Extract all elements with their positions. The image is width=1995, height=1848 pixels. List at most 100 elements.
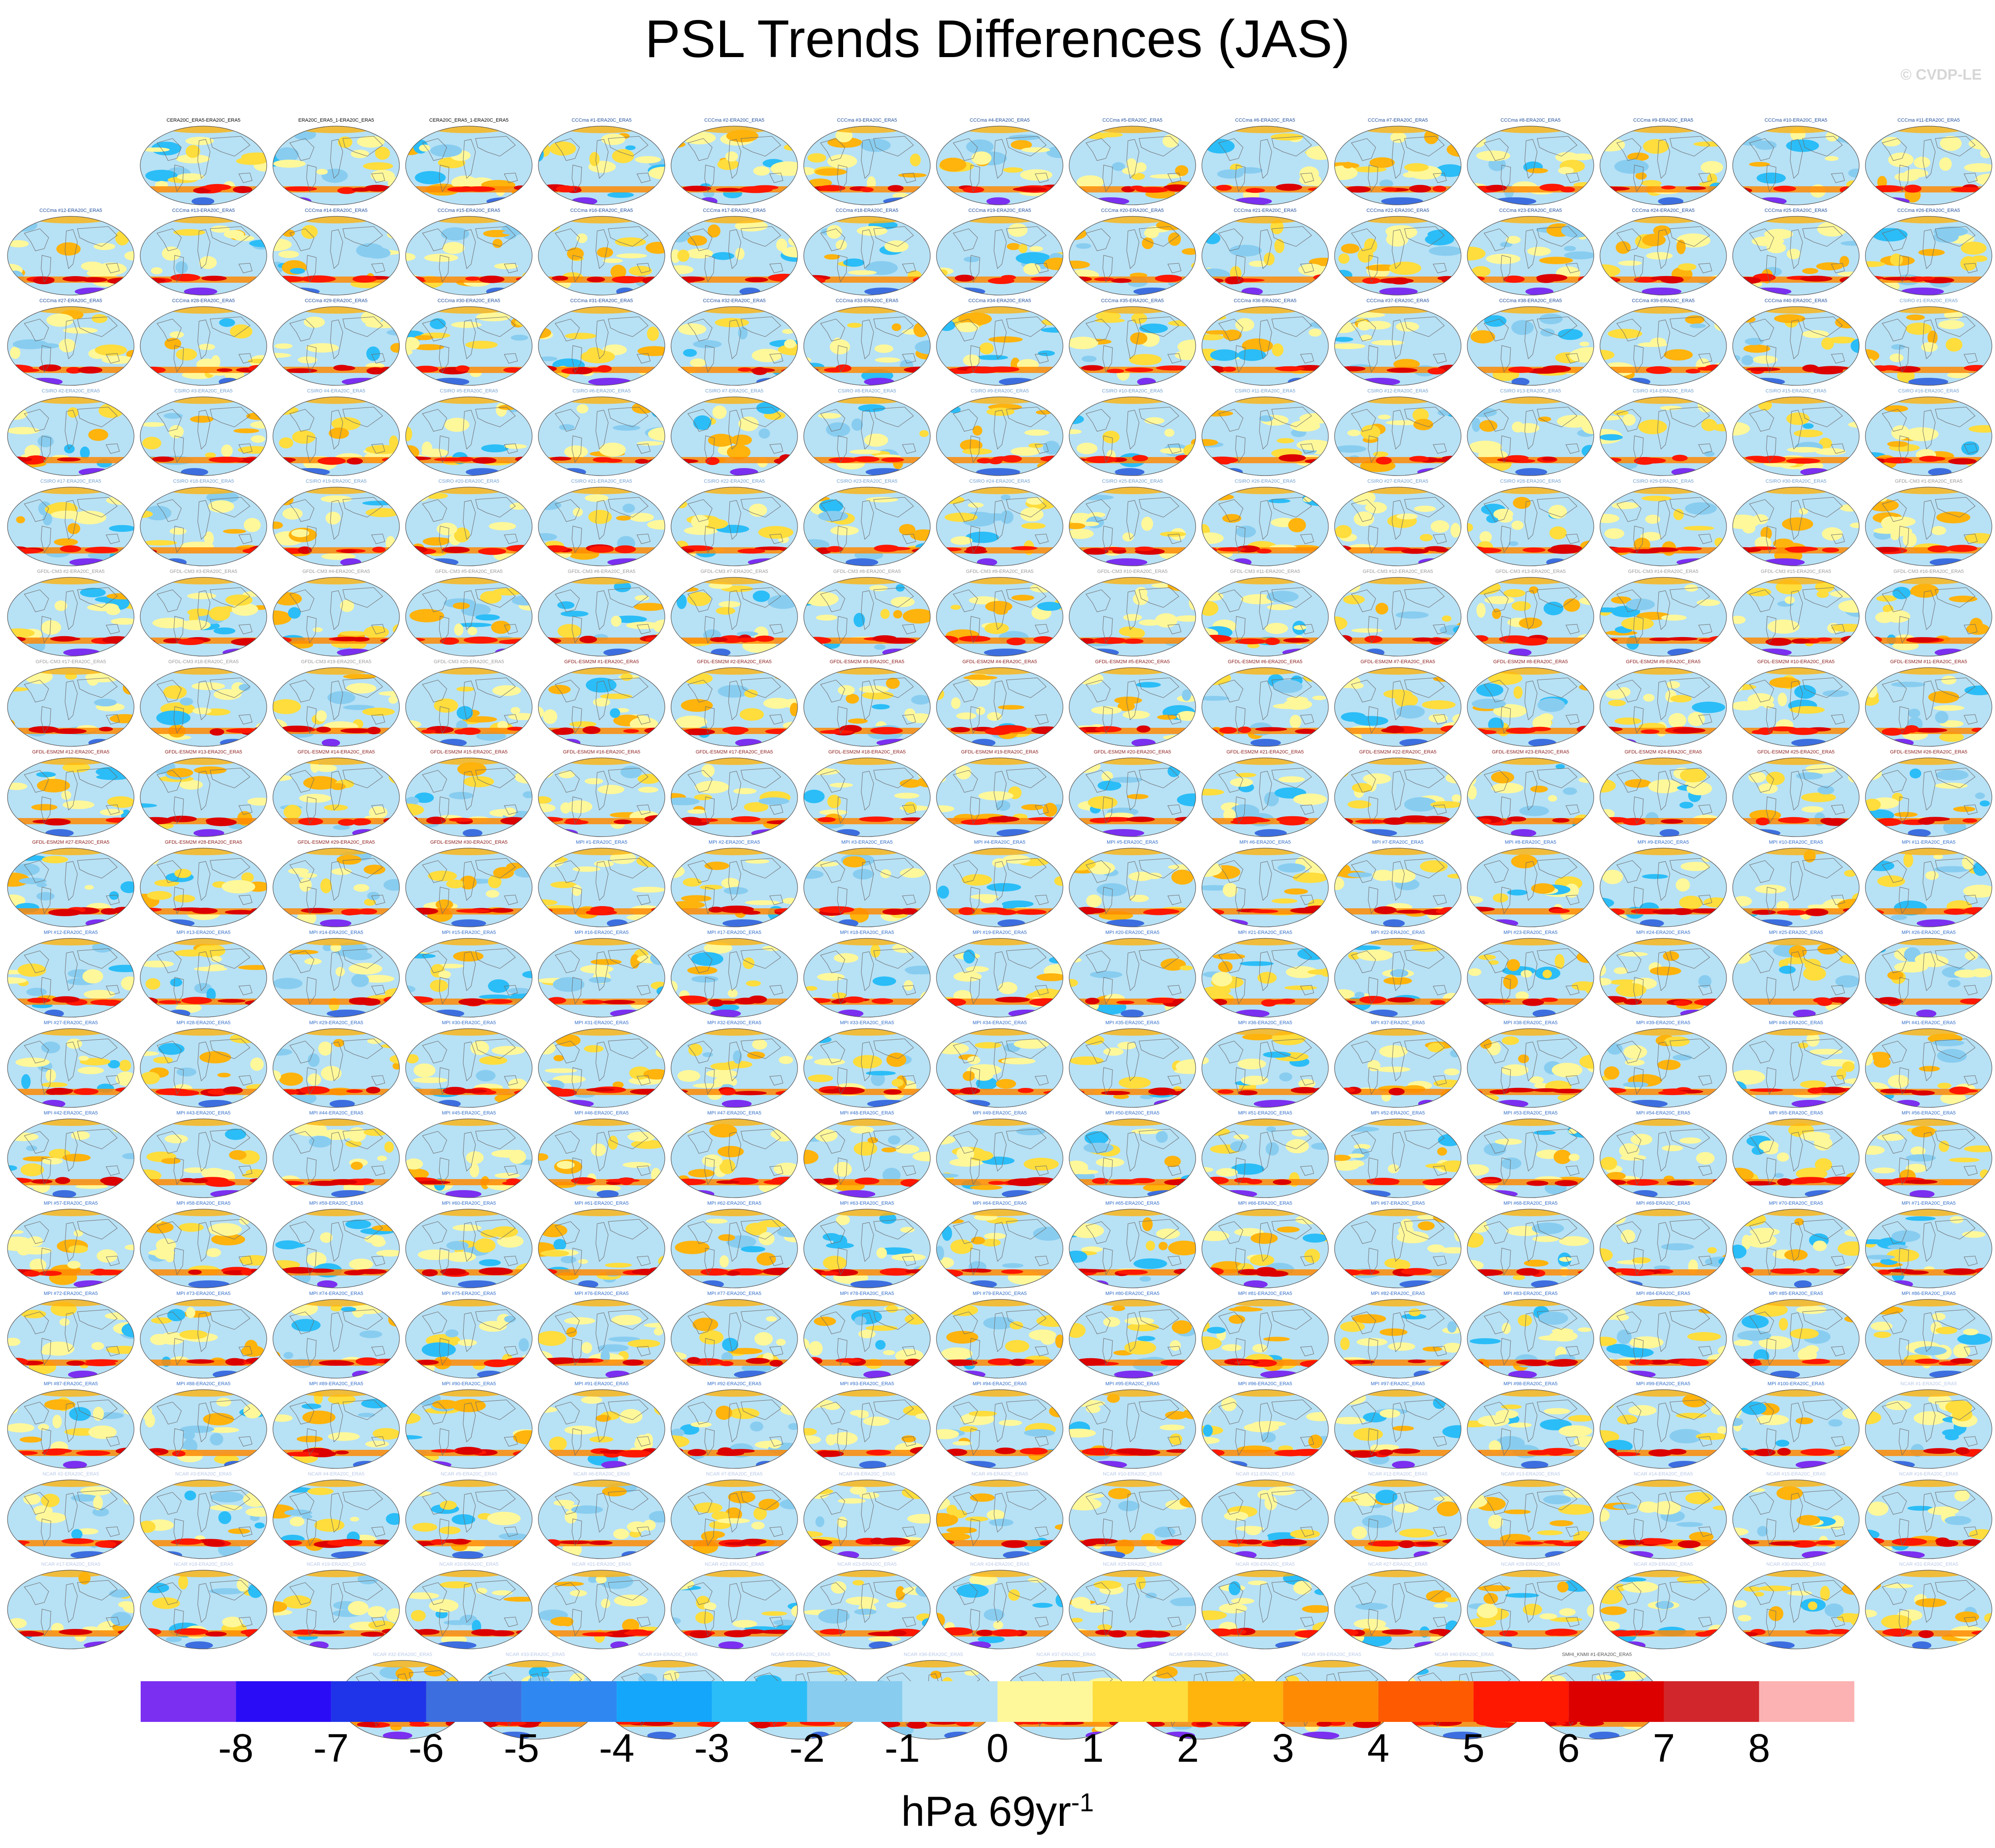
trend-map — [405, 306, 533, 386]
panel-label: MPI #36-ERA20C_ERA5 — [1238, 1020, 1293, 1026]
map-panel: MPI #23-ERA20C_ERA5 — [1466, 930, 1595, 1018]
trend-map — [1467, 1028, 1594, 1108]
panel-label: MPI #84-ERA20C_ERA5 — [1636, 1291, 1691, 1296]
trend-map — [803, 577, 931, 657]
colorbar-box — [1188, 1681, 1283, 1722]
panel-label: MPI #92-ERA20C_ERA5 — [707, 1381, 762, 1387]
map-panel: GFDL-CM3 #16-ERA20C_ERA5 — [1865, 569, 1993, 657]
panel-label: NCAR #37-ERA20C_ERA5 — [1036, 1652, 1096, 1657]
trend-map — [1865, 1299, 1992, 1379]
map-panel: CSIRO #23-ERA20C_ERA5 — [803, 478, 931, 567]
panel-label: CCCma #16-ERA20C_ERA5 — [570, 208, 633, 213]
map-panel: GFDL-CM3 #8-ERA20C_ERA5 — [803, 569, 931, 657]
map-panel: NCAR #23-ERA20C_ERA5 — [803, 1561, 931, 1650]
panel-label: CCCma #15-ERA20C_ERA5 — [437, 208, 500, 213]
panel-label: MPI #58-ERA20C_ERA5 — [176, 1201, 231, 1206]
panel-label: MPI #6-ERA20C_ERA5 — [1239, 840, 1291, 845]
panel-label: NCAR #8-ERA20C_ERA5 — [839, 1471, 895, 1477]
panel-label: NCAR #39-ERA20C_ERA5 — [1302, 1652, 1361, 1657]
map-panel: MPI #78-ERA20C_ERA5 — [803, 1291, 931, 1379]
map-panel: CCCma #12-ERA20C_ERA5 — [7, 207, 135, 296]
panel-label: GFDL-ESM2M #7-ERA20C_ERA5 — [1360, 659, 1435, 665]
trend-map — [1467, 938, 1594, 1018]
trend-map — [936, 667, 1063, 747]
colorbar-box — [141, 1681, 236, 1722]
map-panel: NCAR #30-ERA20C_ERA5 — [1732, 1561, 1860, 1650]
map-panel: MPI #100-ERA20C_ERA5 — [1732, 1381, 1860, 1469]
map-panel: CCCma #21-ERA20C_ERA5 — [1201, 207, 1329, 296]
panel-label: GFDL-ESM2M #27-ERA20C_ERA5 — [32, 840, 110, 845]
trend-map — [1467, 396, 1594, 476]
panel-label: CCCma #19-ERA20C_ERA5 — [968, 208, 1031, 213]
map-panel: NCAR #16-ERA20C_ERA5 — [1865, 1471, 1993, 1560]
map-panel: GFDL-ESM2M #14-ERA20C_ERA5 — [272, 749, 400, 838]
trend-map — [1334, 757, 1462, 837]
map-panel: NCAR #13-ERA20C_ERA5 — [1466, 1471, 1595, 1560]
panel-label: CSIRO #6-ERA20C_ERA5 — [572, 388, 631, 394]
panel-label: CCCma #33-ERA20C_ERA5 — [836, 298, 898, 304]
panel-label: MPI #64-ERA20C_ERA5 — [972, 1201, 1027, 1206]
trend-map — [538, 126, 665, 205]
trend-map — [1201, 216, 1329, 296]
trend-map — [1334, 126, 1462, 205]
trend-map — [1600, 757, 1727, 837]
trend-map — [272, 1299, 400, 1379]
trend-map — [1865, 1570, 1992, 1649]
panel-label: MPI #96-ERA20C_ERA5 — [1238, 1381, 1293, 1387]
trend-map — [936, 1209, 1063, 1288]
panel-label: MPI #50-ERA20C_ERA5 — [1105, 1110, 1160, 1116]
panel-label: CSIRO #3-ERA20C_ERA5 — [174, 388, 233, 394]
panel-label: MPI #90-ERA20C_ERA5 — [441, 1381, 496, 1387]
map-panel: MPI #66-ERA20C_ERA5 — [1201, 1200, 1329, 1289]
trend-map — [671, 1028, 798, 1108]
panel-label: MPI #34-ERA20C_ERA5 — [972, 1020, 1027, 1026]
panel-label: MPI #2-ERA20C_ERA5 — [708, 840, 760, 845]
panel-label: MPI #24-ERA20C_ERA5 — [1636, 930, 1691, 935]
map-panel: CSIRO #29-ERA20C_ERA5 — [1599, 478, 1727, 567]
panel-label: MPI #74-ERA20C_ERA5 — [309, 1291, 364, 1296]
trend-map — [272, 938, 400, 1018]
panel-label: CERA20C_ERA5-ERA20C_ERA5 — [166, 118, 241, 123]
panel-label: NCAR #21-ERA20C_ERA5 — [572, 1562, 631, 1567]
panel-label: MPI #71-ERA20C_ERA5 — [1901, 1201, 1956, 1206]
panel-label: NCAR #22-ERA20C_ERA5 — [705, 1562, 764, 1567]
trend-map — [538, 848, 665, 927]
map-panel: CSIRO #21-ERA20C_ERA5 — [537, 478, 666, 567]
panel-label: GFDL-CM3 #10-ERA20C_ERA5 — [1097, 569, 1168, 574]
panel-label: MPI #56-ERA20C_ERA5 — [1901, 1110, 1956, 1116]
trend-map — [1732, 126, 1860, 205]
panel-label: GFDL-CM3 #1-ERA20C_ERA5 — [1895, 479, 1963, 484]
map-panel: MPI #17-ERA20C_ERA5 — [670, 930, 798, 1018]
trend-map — [1732, 396, 1860, 476]
map-panel: MPI #82-ERA20C_ERA5 — [1334, 1291, 1462, 1379]
trend-map — [1732, 1118, 1860, 1198]
trend-map — [1600, 1209, 1727, 1288]
panel-label: CSIRO #9-ERA20C_ERA5 — [971, 388, 1029, 394]
map-panel: MPI #97-ERA20C_ERA5 — [1334, 1381, 1462, 1469]
map-panel: MPI #49-ERA20C_ERA5 — [936, 1110, 1064, 1199]
trend-map — [1069, 757, 1196, 837]
map-panel: NCAR #3-ERA20C_ERA5 — [139, 1471, 268, 1560]
panel-label: MPI #63-ERA20C_ERA5 — [840, 1201, 894, 1206]
map-panel: CSIRO #26-ERA20C_ERA5 — [1201, 478, 1329, 567]
trend-map — [936, 216, 1063, 296]
trend-map — [405, 1389, 533, 1469]
trend-map — [1069, 1570, 1196, 1649]
map-panel: ERA20C_ERA5_1-ERA20C_ERA5 — [272, 117, 400, 206]
panel-label: GFDL-CM3 #20-ERA20C_ERA5 — [434, 659, 504, 665]
panel-label: GFDL-ESM2M #8-ERA20C_ERA5 — [1493, 659, 1568, 665]
map-panel: MPI #15-ERA20C_ERA5 — [405, 930, 533, 1018]
panel-label: MPI #47-ERA20C_ERA5 — [707, 1110, 762, 1116]
trend-map — [1600, 938, 1727, 1018]
panel-label: GFDL-ESM2M #1-ERA20C_ERA5 — [564, 659, 639, 665]
map-panel: MPI #83-ERA20C_ERA5 — [1466, 1291, 1595, 1379]
map-panel: GFDL-CM3 #18-ERA20C_ERA5 — [139, 659, 268, 747]
panel-label: NCAR #32-ERA20C_ERA5 — [373, 1652, 432, 1657]
map-panel: CSIRO #20-ERA20C_ERA5 — [405, 478, 533, 567]
map-panel: MPI #1-ERA20C_ERA5 — [537, 839, 666, 928]
panel-label: NCAR #19-ERA20C_ERA5 — [307, 1562, 366, 1567]
map-panel: GFDL-ESM2M #8-ERA20C_ERA5 — [1466, 659, 1595, 747]
panel-label: GFDL-CM3 #18-ERA20C_ERA5 — [168, 659, 239, 665]
panel-label: NCAR #15-ERA20C_ERA5 — [1766, 1471, 1826, 1477]
panel-label: CSIRO #27-ERA20C_ERA5 — [1367, 479, 1428, 484]
